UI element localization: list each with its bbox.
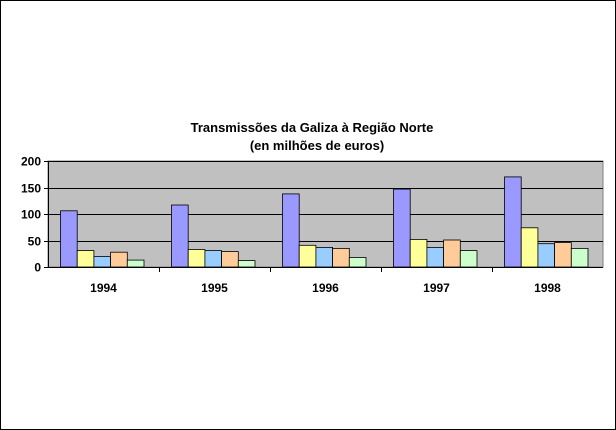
y-tick-label: 200: [21, 155, 41, 169]
bar-1995-series-5: [237, 260, 256, 268]
bar-1994-series-5: [126, 259, 145, 268]
bar-1994-series-3: [93, 255, 112, 268]
bar-1997-series-4: [443, 239, 461, 268]
bar-1996-series-5: [348, 257, 367, 268]
x-tick-label: 1994: [90, 281, 117, 295]
y-tick-label: 100: [21, 208, 41, 222]
bar-1995-series-3: [204, 250, 222, 268]
bar-1994-series-4: [110, 251, 128, 268]
bar-1996-series-3: [315, 246, 333, 268]
bar-1998-series-4: [554, 242, 572, 268]
bar-1996-series-1: [282, 193, 300, 268]
chart-title: Transmissões da Galiza à Região Norte: [191, 120, 434, 135]
bar-1995-series-4: [221, 251, 239, 268]
bar-1997-series-1: [393, 188, 411, 268]
bar-1998-series-2: [520, 227, 539, 268]
bar-1995-series-1: [171, 204, 189, 268]
bar-1998-series-1: [504, 176, 522, 268]
bar-1997-series-2: [409, 238, 428, 268]
bar-1997-series-5: [459, 250, 478, 268]
plot-area: 0 50 100 150 200 1994 1995 1996 1997 1998: [21, 155, 604, 295]
y-tick-label: 150: [21, 182, 41, 196]
bar-1994-series-1: [60, 210, 78, 268]
x-tick-label: 1997: [423, 281, 450, 295]
bar-1996-series-4: [332, 247, 350, 268]
y-tick-label: 0: [34, 261, 41, 275]
bar-1995-series-2: [187, 249, 206, 268]
bar-1994-series-2: [76, 250, 95, 268]
chart-subtitle: (en milhões de euros): [250, 138, 384, 153]
bar-1998-series-3: [537, 243, 556, 268]
bar-1998-series-5: [570, 247, 589, 268]
x-tick-label: 1995: [201, 281, 228, 295]
bar-1996-series-2: [298, 244, 317, 268]
y-tick-label: 50: [28, 235, 42, 249]
x-tick-label: 1998: [534, 281, 561, 295]
bar-1997-series-3: [426, 246, 444, 268]
x-tick-label: 1996: [312, 281, 339, 295]
